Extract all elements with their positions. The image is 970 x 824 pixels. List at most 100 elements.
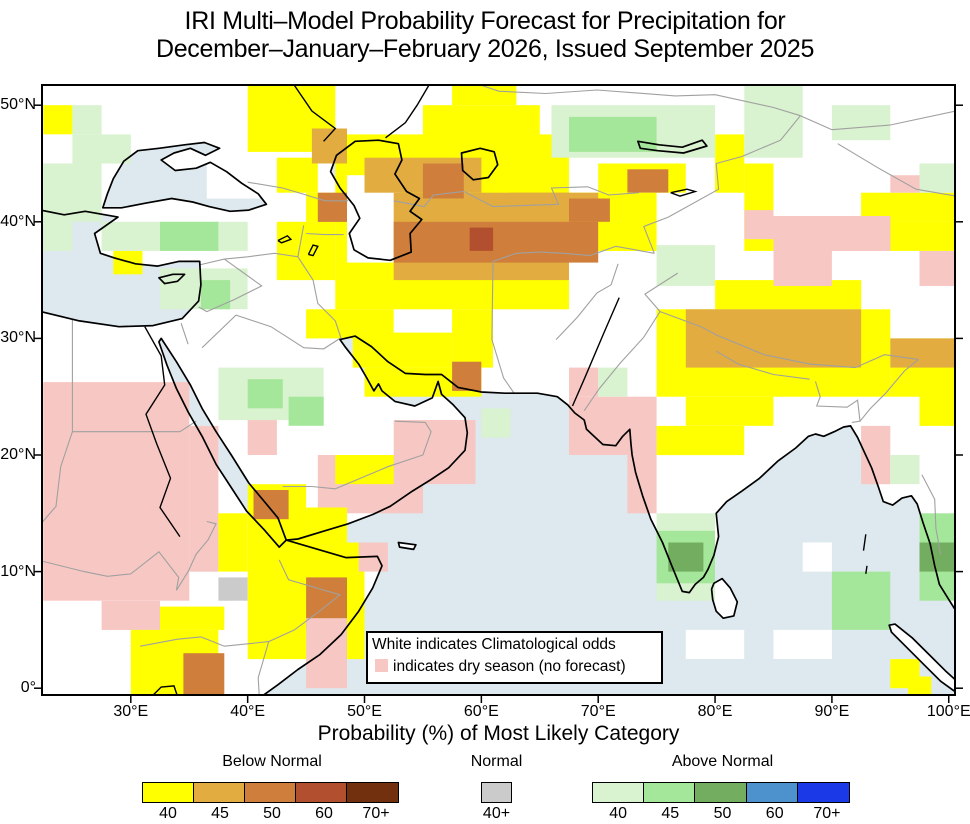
country-border xyxy=(180,323,189,345)
country-border xyxy=(306,232,344,236)
dry-season-swatch xyxy=(375,659,388,673)
country-border xyxy=(715,350,810,380)
cell-bn40 xyxy=(113,251,143,275)
coastline xyxy=(460,147,499,181)
cell-bn40 xyxy=(656,425,745,456)
cell-an50 xyxy=(919,542,955,572)
note-dry-season-text: indicates dry season (no forecast) xyxy=(393,658,626,676)
cell-an50 xyxy=(668,542,704,572)
y-axis-tick-label: 30°N xyxy=(0,329,36,347)
cell-bn40 xyxy=(907,676,932,695)
coastline xyxy=(158,273,186,285)
map-canvas xyxy=(42,85,955,695)
country-border xyxy=(492,245,655,262)
page-title-line2: December–January–February 2026, Issued S… xyxy=(155,35,815,63)
coastline xyxy=(262,335,955,695)
cell-an45 xyxy=(200,280,231,310)
coastline xyxy=(637,139,708,154)
cell-dry xyxy=(43,382,190,601)
country-border xyxy=(297,256,342,339)
y-axis-tick-label: 0° xyxy=(20,679,36,697)
cell-bn50 xyxy=(393,221,599,263)
x-axis-tick-label: 50°E xyxy=(347,703,382,720)
island-fill xyxy=(398,542,416,550)
country-border xyxy=(643,115,801,254)
cell-bn45 xyxy=(890,338,955,368)
country-border xyxy=(921,474,942,555)
y-axis-tick-label: 50°N xyxy=(0,96,36,114)
cell-dry xyxy=(247,414,277,455)
cell-bn40 xyxy=(218,513,248,572)
y-axis-tick-label: 10°N xyxy=(0,562,36,580)
river-line xyxy=(862,534,867,551)
cell-bn40 xyxy=(422,105,540,164)
country-border xyxy=(481,85,801,117)
lake-outline xyxy=(277,234,293,244)
y-axis-tick-label: 40°N xyxy=(0,212,36,230)
x-axis-tick-label: 70°E xyxy=(580,703,616,720)
country-border xyxy=(42,551,180,591)
country-border xyxy=(198,258,263,313)
country-border xyxy=(199,225,305,266)
river-line xyxy=(144,326,181,537)
country-border xyxy=(555,263,619,340)
map-note-box: White indicates Climatological odds indi… xyxy=(366,631,663,684)
country-border xyxy=(247,181,349,202)
country-border xyxy=(659,311,919,369)
lake-outline xyxy=(152,685,178,695)
x-axis-tick-label: 60°E xyxy=(463,703,499,720)
note-climatological: White indicates Climatological odds xyxy=(372,636,616,653)
cell-bn40 xyxy=(352,332,453,368)
cell-an40 xyxy=(744,85,803,158)
cell-bn40 xyxy=(452,309,493,368)
cell-bn60 xyxy=(469,227,494,251)
cell-an40 xyxy=(481,408,511,438)
cell-bn50 xyxy=(627,169,669,193)
cell-dry xyxy=(101,600,160,630)
x-axis-tick-label: 80°E xyxy=(697,703,733,720)
note-dry-season: indicates dry season (no forecast) xyxy=(372,656,656,678)
country-border xyxy=(42,431,73,523)
country-border xyxy=(859,358,919,422)
cell-bn50 xyxy=(422,163,464,199)
country-border xyxy=(72,420,197,433)
cell-wh xyxy=(802,542,832,572)
cell-bn40 xyxy=(452,85,517,106)
coastline xyxy=(158,337,288,548)
coastline xyxy=(710,577,739,620)
cell-wh xyxy=(206,163,260,199)
coastline xyxy=(329,139,423,262)
coastline xyxy=(397,541,417,551)
country-border xyxy=(393,186,640,208)
country-border xyxy=(800,110,955,131)
x-axis-tick-label: 100°E xyxy=(926,703,970,720)
river-line xyxy=(571,297,620,407)
x-axis-tick-label: 40°E xyxy=(230,703,266,720)
country-border xyxy=(200,636,269,647)
cell-bn40 xyxy=(276,221,336,281)
cell-bn50 xyxy=(317,192,347,222)
cell-bn40 xyxy=(306,507,347,543)
x-axis-tick-label: 90°E xyxy=(814,703,850,720)
cell-dry xyxy=(627,455,657,514)
country-border xyxy=(257,641,270,695)
cell-bn40 xyxy=(685,396,774,426)
river-line xyxy=(865,565,868,575)
cell-an40 xyxy=(43,221,73,251)
cell-bn50 xyxy=(183,653,225,695)
cell-n40 xyxy=(218,577,248,601)
cell-an45 xyxy=(247,379,283,409)
country-border xyxy=(140,636,201,647)
coastline xyxy=(888,623,955,693)
cell-bn40 xyxy=(276,157,318,193)
country-border xyxy=(282,420,432,490)
cell-dry xyxy=(890,175,920,193)
country-border xyxy=(201,314,341,350)
y-axis-tick-label: 20°N xyxy=(0,446,36,463)
cell-wh xyxy=(685,629,745,659)
map-frame xyxy=(34,84,963,703)
cell-an40 xyxy=(831,105,891,141)
cell-dry xyxy=(773,216,891,251)
country-border xyxy=(268,559,342,643)
cell-an40 xyxy=(919,163,955,193)
